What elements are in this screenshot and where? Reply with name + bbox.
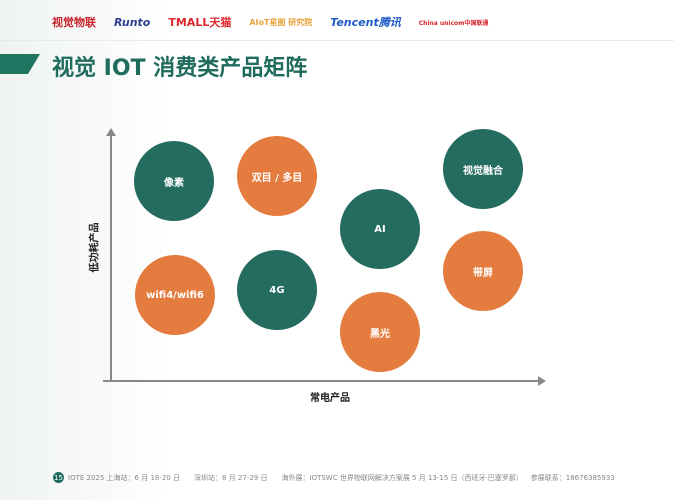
- header-divider: [0, 40, 674, 41]
- bubble-vision-fusion: 视觉融合: [443, 129, 523, 209]
- bubble-pixel: 像素: [134, 141, 214, 221]
- x-axis: [103, 380, 539, 382]
- x-axis-arrow-icon: [538, 376, 546, 386]
- footer: 15 IOTE 2025 上海站：6 月 18-20 日 深圳站：8 月 27-…: [53, 472, 615, 483]
- y-axis-arrow-icon: [106, 128, 116, 136]
- china-unicom-logo: China unicom中国联通: [418, 19, 489, 27]
- page-title: 视觉 IOT 消费类产品矩阵: [52, 56, 308, 81]
- bubble-black-light: 黑光: [340, 292, 420, 372]
- aiot-logo: AIoT星图 研究院: [249, 17, 313, 27]
- footer-shanghai: IOTE 2025 上海站：6 月 18-20 日: [68, 473, 181, 482]
- partner-logos: 视觉物联 Runto TMALL天猫 AIoT星图 研究院 Tencent腾讯 …: [52, 8, 488, 36]
- page-number: 15: [53, 472, 64, 483]
- shijue-wulian-logo: 视觉物联: [52, 16, 96, 29]
- bubble-wifi: wifi4/wifi6: [135, 255, 215, 335]
- bubble-4g: 4G: [237, 250, 317, 330]
- x-axis-label: 常电产品: [310, 393, 350, 404]
- title-accent: [0, 54, 40, 74]
- y-axis: [110, 134, 112, 381]
- runto-logo: Runto: [114, 15, 151, 29]
- footer-shenzhen: 深圳站：8 月 27-29 日: [194, 473, 268, 482]
- bubble-screen: 带屏: [443, 231, 523, 311]
- footer-contact: 参展联系：18676385933: [530, 473, 615, 482]
- bubble-binocular: 双目 / 多目: [237, 136, 317, 216]
- y-axis-label: 低功耗产品: [89, 222, 101, 273]
- tencent-logo: Tencent腾讯: [330, 16, 401, 29]
- bubble-ai: AI: [340, 189, 420, 269]
- tmall-logo: TMALL天猫: [168, 16, 232, 29]
- footer-overseas: 海外展：IOTSWC 世界物联网解决方案展 5 月 13-15 日（西班牙·巴塞…: [281, 473, 523, 482]
